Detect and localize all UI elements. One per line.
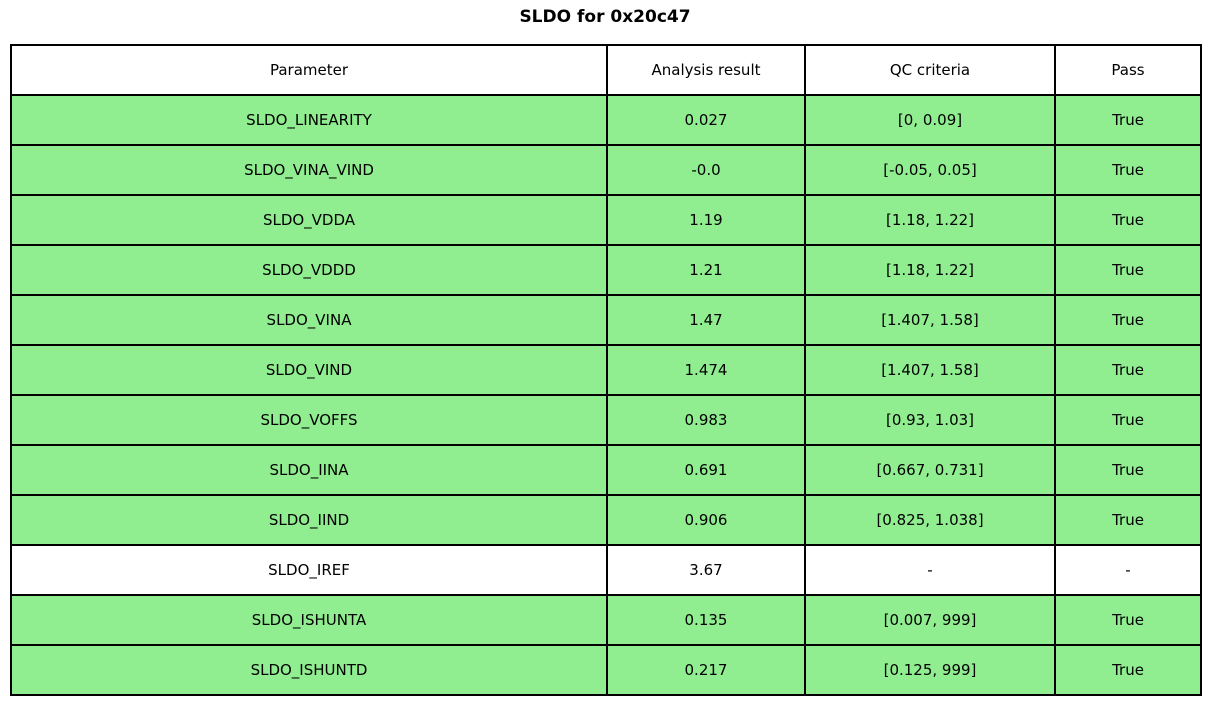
analysis-result-cell: 1.19	[606, 194, 806, 246]
column-header-analysis-result: Analysis result	[606, 44, 806, 96]
table-row: SLDO_IIND 0.906 [0.825, 1.038] True	[10, 494, 1202, 546]
parameter-cell: SLDO_VINA_VIND	[10, 144, 608, 196]
parameter-cell: SLDO_ISHUNTD	[10, 644, 608, 696]
analysis-result-cell: 0.027	[606, 94, 806, 146]
table-row: SLDO_VIND 1.474 [1.407, 1.58] True	[10, 344, 1202, 396]
analysis-result-cell: -0.0	[606, 144, 806, 196]
table-row: SLDO_VDDD 1.21 [1.18, 1.22] True	[10, 244, 1202, 296]
qc-criteria-cell: -	[804, 544, 1056, 596]
qc-criteria-cell: [0, 0.09]	[804, 94, 1056, 146]
column-header-qc-criteria: QC criteria	[804, 44, 1056, 96]
pass-cell: True	[1054, 644, 1202, 696]
header-row: Parameter Analysis result QC criteria Pa…	[10, 44, 1202, 96]
table-row: SLDO_VINA 1.47 [1.407, 1.58] True	[10, 294, 1202, 346]
table-row: SLDO_VOFFS 0.983 [0.93, 1.03] True	[10, 394, 1202, 446]
qc-criteria-cell: [0.125, 999]	[804, 644, 1056, 696]
parameter-cell: SLDO_LINEARITY	[10, 94, 608, 146]
qc-criteria-cell: [0.825, 1.038]	[804, 494, 1056, 546]
analysis-result-cell: 0.691	[606, 444, 806, 496]
parameter-cell: SLDO_VDDA	[10, 194, 608, 246]
column-header-pass: Pass	[1054, 44, 1202, 96]
pass-cell: True	[1054, 244, 1202, 296]
qc-results-table: Parameter Analysis result QC criteria Pa…	[10, 44, 1202, 696]
table-row: SLDO_IREF 3.67 - -	[10, 544, 1202, 596]
table-row: SLDO_ISHUNTD 0.217 [0.125, 999] True	[10, 644, 1202, 696]
parameter-cell: SLDO_VIND	[10, 344, 608, 396]
pass-cell: True	[1054, 444, 1202, 496]
qc-criteria-cell: [1.407, 1.58]	[804, 294, 1056, 346]
table-row: SLDO_IINA 0.691 [0.667, 0.731] True	[10, 444, 1202, 496]
pass-cell: True	[1054, 194, 1202, 246]
qc-criteria-cell: [0.007, 999]	[804, 594, 1056, 646]
analysis-result-cell: 1.474	[606, 344, 806, 396]
parameter-cell: SLDO_VDDD	[10, 244, 608, 296]
analysis-result-cell: 0.135	[606, 594, 806, 646]
qc-criteria-cell: [0.93, 1.03]	[804, 394, 1056, 446]
qc-criteria-cell: [1.407, 1.58]	[804, 344, 1056, 396]
analysis-result-cell: 0.906	[606, 494, 806, 546]
table-body: SLDO_LINEARITY 0.027 [0, 0.09] True SLDO…	[10, 94, 1202, 696]
table-row: SLDO_VDDA 1.19 [1.18, 1.22] True	[10, 194, 1202, 246]
pass-cell: True	[1054, 294, 1202, 346]
analysis-result-cell: 1.21	[606, 244, 806, 296]
pass-cell: -	[1054, 544, 1202, 596]
pass-cell: True	[1054, 394, 1202, 446]
pass-cell: True	[1054, 494, 1202, 546]
pass-cell: True	[1054, 94, 1202, 146]
analysis-result-cell: 1.47	[606, 294, 806, 346]
pass-cell: True	[1054, 594, 1202, 646]
table-row: SLDO_ISHUNTA 0.135 [0.007, 999] True	[10, 594, 1202, 646]
pass-cell: True	[1054, 144, 1202, 196]
qc-criteria-cell: [1.18, 1.22]	[804, 244, 1056, 296]
analysis-result-cell: 3.67	[606, 544, 806, 596]
table-row: SLDO_VINA_VIND -0.0 [-0.05, 0.05] True	[10, 144, 1202, 196]
analysis-result-cell: 0.983	[606, 394, 806, 446]
table-header: Parameter Analysis result QC criteria Pa…	[10, 44, 1202, 96]
qc-criteria-cell: [-0.05, 0.05]	[804, 144, 1056, 196]
analysis-result-cell: 0.217	[606, 644, 806, 696]
table-row: SLDO_LINEARITY 0.027 [0, 0.09] True	[10, 94, 1202, 146]
pass-cell: True	[1054, 344, 1202, 396]
column-header-parameter: Parameter	[10, 44, 608, 96]
qc-criteria-cell: [0.667, 0.731]	[804, 444, 1056, 496]
parameter-cell: SLDO_IIND	[10, 494, 608, 546]
parameter-cell: SLDO_VOFFS	[10, 394, 608, 446]
parameter-cell: SLDO_VINA	[10, 294, 608, 346]
parameter-cell: SLDO_IINA	[10, 444, 608, 496]
parameter-cell: SLDO_ISHUNTA	[10, 594, 608, 646]
chart-title: SLDO for 0x20c47	[519, 7, 691, 27]
qc-criteria-cell: [1.18, 1.22]	[804, 194, 1056, 246]
parameter-cell: SLDO_IREF	[10, 544, 608, 596]
